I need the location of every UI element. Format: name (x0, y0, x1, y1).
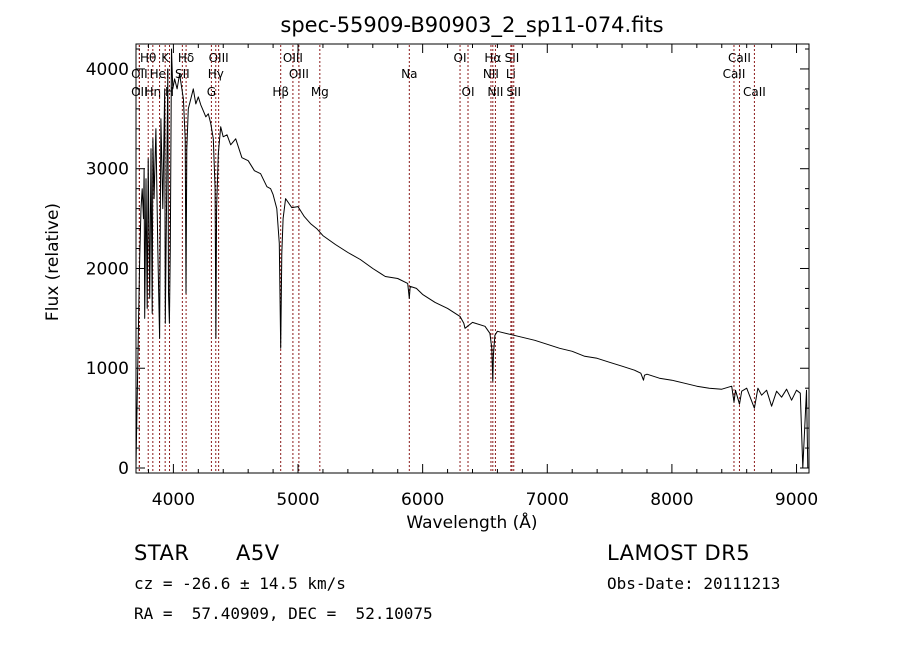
obs-date: Obs-Date: 20111213 (607, 574, 781, 593)
spectral-line-label: Hθ (140, 51, 156, 65)
spectral-line-label: H (165, 85, 174, 99)
spectral-line-label: SII (505, 51, 520, 65)
spectral-line-label: CaII (723, 67, 746, 81)
spectral-line-label: CaII (728, 51, 751, 65)
spectral-line-label: Hη (145, 85, 162, 99)
spectral-line-label: K (161, 51, 170, 65)
spectral-line-label: OIII (283, 51, 303, 65)
spectral-line-label: CaII (743, 85, 766, 99)
object-class: STAR (134, 541, 190, 565)
spectral-line-label: SII (506, 85, 521, 99)
spectral-line-label: Hβ (272, 85, 289, 99)
y-tick-label: 2000 (86, 259, 129, 279)
x-tick-label: 4000 (152, 490, 195, 510)
y-tick-label: 0 (118, 459, 129, 479)
spectral-line-label: Mg (311, 85, 329, 99)
x-tick-label: 6000 (401, 490, 444, 510)
y-tick-label: 1000 (86, 359, 129, 379)
spectral-line-label: OIII (209, 51, 229, 65)
spectral-line-label: OIII (289, 67, 309, 81)
x-tick-label: 9000 (775, 490, 818, 510)
x-tick-label: 8000 (650, 490, 693, 510)
coordinates: RA = 57.40909, DEC = 52.10075 (134, 604, 433, 623)
redshift-value: cz = -26.6 ± 14.5 km/s (134, 574, 346, 593)
y-axis-label: Flux (relative) (43, 203, 63, 321)
spectrum-series-line (135, 48, 809, 469)
spectral-line-label: NII (483, 67, 499, 81)
spectral-line-label: Li (506, 67, 516, 81)
chart-title: spec-55909-B90903_2_sp11-074.fits (280, 13, 663, 38)
x-tick-label: 7000 (526, 490, 569, 510)
spectral-line-label: OI (454, 51, 467, 65)
object-subclass: A5V (236, 541, 280, 565)
plot-frame (135, 43, 810, 474)
series-layer (135, 48, 809, 469)
survey-name: LAMOST DR5 (607, 541, 751, 565)
spectral-line-label: NII (487, 85, 503, 99)
spectral-line-label: Hα (484, 51, 501, 65)
spectral-line-label: OII (131, 85, 148, 99)
x-axis-label: Wavelength (Å) (406, 511, 537, 533)
axis-ticks-layer: 4000 5000 6000 7000 8000 9000 0 1000 2000 3000 400… (86, 44, 818, 510)
spectral-line-label: G (207, 85, 216, 99)
x-tick-label: 5000 (276, 490, 319, 510)
spectral-line-label: SII (175, 67, 190, 81)
spectral-line-label: Na (401, 67, 417, 81)
spectral-line-label: OI (462, 85, 475, 99)
spectral-line-label: Hγ (208, 67, 224, 81)
y-tick-label: 4000 (86, 60, 129, 80)
y-tick-label: 3000 (86, 160, 129, 180)
spectral-line-label: Hδ (178, 51, 194, 65)
spectral-line-label: HeI (150, 67, 170, 81)
